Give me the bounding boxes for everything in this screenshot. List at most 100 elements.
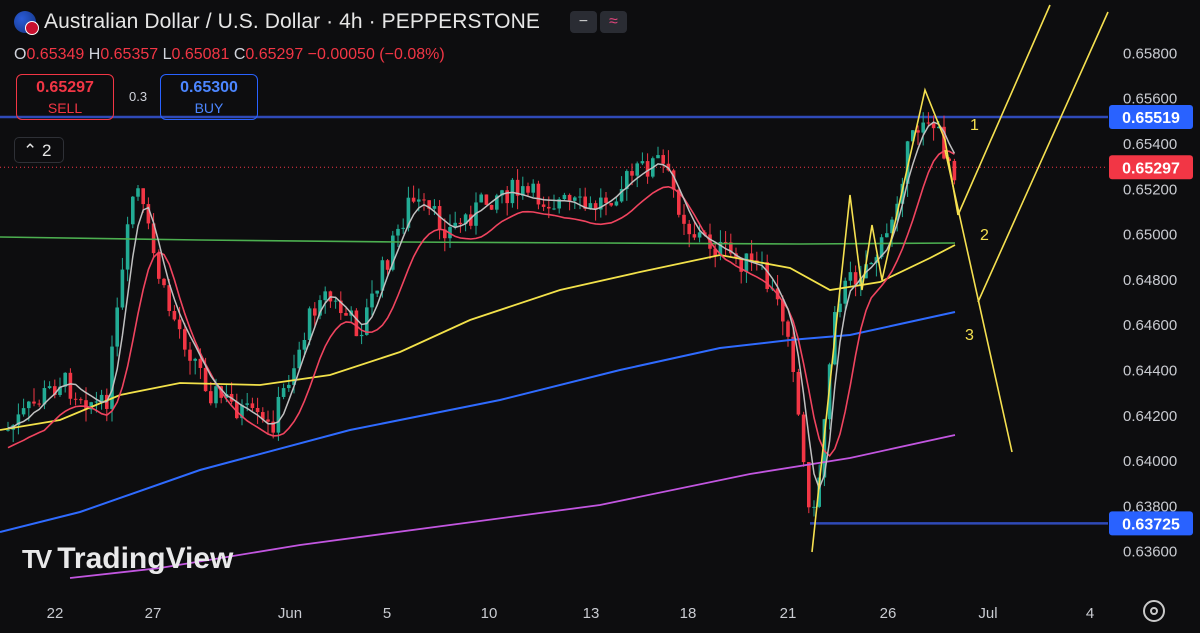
symbol-header[interactable]: Australian Dollar / U.S. Dollar · 4h · P…: [14, 10, 627, 35]
candle-body: [614, 201, 619, 206]
candle-body: [495, 195, 499, 210]
candle-body: [53, 386, 57, 395]
candle-body: [931, 123, 936, 129]
chevron-up-icon: ⌃: [23, 141, 38, 160]
candle-body: [146, 204, 151, 224]
candle-body: [515, 179, 520, 196]
candle-body: [157, 253, 161, 279]
candle-body: [723, 241, 728, 243]
candle-body: [630, 171, 634, 176]
candle-body: [380, 260, 385, 291]
price-tick-label: 0.65000: [1123, 227, 1177, 244]
candle-body: [635, 163, 639, 176]
candle-body: [27, 401, 31, 409]
candle-body: [583, 196, 587, 209]
candle-body: [276, 396, 281, 433]
candle-body: [479, 194, 483, 203]
candle-body: [271, 421, 275, 433]
candle-body: [801, 414, 806, 463]
buy-button[interactable]: 0.65300 BUY: [160, 74, 258, 120]
candle-body: [905, 141, 910, 184]
candle-body: [874, 257, 879, 263]
candle-body: [526, 186, 530, 193]
indicators-toggle[interactable]: ⌃ 2: [14, 137, 64, 163]
candle-body: [625, 171, 629, 189]
minus-icon[interactable]: −: [569, 11, 597, 33]
price-tick-label: 0.63600: [1123, 544, 1177, 561]
candle-body: [781, 299, 785, 322]
candle-body: [391, 235, 395, 270]
candle-body: [209, 391, 213, 404]
candle-body: [817, 477, 821, 507]
high-label: H: [88, 46, 101, 63]
candle-body: [500, 190, 504, 196]
candle-body: [848, 272, 853, 281]
low-value: 0.65081: [171, 46, 230, 63]
candle-body: [942, 126, 946, 159]
candle-body: [42, 388, 47, 405]
candle-body: [521, 186, 525, 196]
candle-body: [926, 122, 931, 124]
price-label-box: [1109, 511, 1193, 536]
candle-body: [739, 257, 743, 272]
candle-body: [469, 214, 473, 226]
candle-body: [333, 300, 338, 302]
candle-body: [344, 313, 348, 316]
candle-body: [21, 408, 26, 415]
candle-body: [458, 222, 463, 225]
candle-body: [697, 232, 702, 238]
candle-body: [853, 272, 858, 285]
indicators-count: 2: [41, 141, 52, 160]
candle-body: [765, 262, 769, 289]
candle-body: [687, 223, 691, 235]
buy-price: 0.65300: [180, 79, 238, 96]
candle-body: [406, 197, 411, 228]
symbol-title[interactable]: Australian Dollar / U.S. Dollar · 4h · P…: [44, 10, 540, 33]
candle-body: [427, 200, 431, 209]
ma-fast-line: [7, 121, 956, 491]
low-label: L: [162, 46, 172, 63]
candle-body: [99, 394, 104, 402]
tradingview-logo: TV TradingView: [22, 542, 233, 576]
ohlc-readout: O0.65349 H0.65357 L0.65081 C0.65297 −0.0…: [14, 46, 445, 64]
gear-icon[interactable]: [1143, 600, 1165, 622]
candle-body: [188, 349, 192, 361]
candle-body: [885, 233, 889, 238]
candle-body: [198, 358, 203, 368]
candle-body: [536, 183, 541, 205]
candle-body: [557, 199, 561, 209]
candle-body: [323, 291, 327, 301]
candle-body: [796, 371, 801, 415]
candle-body: [411, 197, 416, 202]
candle-body: [401, 227, 405, 229]
candle-body: [422, 199, 426, 201]
ma-purple-line: [69, 434, 956, 579]
price-tick-label: 0.65200: [1123, 181, 1177, 198]
candle-body: [666, 163, 671, 171]
candle-body: [167, 285, 171, 312]
candle-body: [396, 228, 400, 236]
candle-body: [645, 161, 650, 177]
candle-body: [505, 190, 509, 204]
price-tick-label: 0.65800: [1123, 45, 1177, 62]
wave-icon[interactable]: ≈: [599, 11, 627, 33]
candle-body: [63, 372, 67, 387]
candle-body: [89, 402, 93, 410]
time-tick-label: 27: [145, 605, 162, 622]
header-toggles[interactable]: − ≈: [569, 11, 627, 33]
candle-body: [921, 122, 925, 133]
sell-button[interactable]: 0.65297 SELL: [16, 74, 114, 120]
candle-body: [677, 189, 681, 215]
candle-body: [365, 307, 369, 335]
candle-body: [297, 349, 301, 369]
tradingview-wordmark: TradingView: [57, 542, 234, 575]
channel-line-lower: [977, 11, 1109, 303]
time-tick-label: 26: [880, 605, 897, 622]
candle-body: [869, 262, 873, 265]
candle-body: [552, 208, 556, 210]
candle-body: [339, 300, 343, 314]
candle-body: [661, 155, 665, 164]
candle-body: [37, 403, 41, 405]
candle-body: [313, 308, 317, 316]
